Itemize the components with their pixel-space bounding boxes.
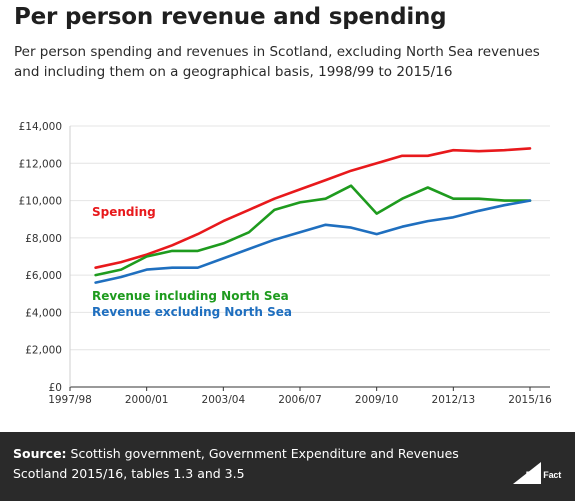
x-tick-label: 2006/07 xyxy=(278,394,322,406)
series-line-spending xyxy=(94,147,532,270)
y-tick-label: £8,000 xyxy=(25,233,62,245)
y-tick-label: £0 xyxy=(49,382,62,394)
y-tick-label: £14,000 xyxy=(19,121,62,133)
page-subtitle: Per person spending and revenues in Scot… xyxy=(14,44,540,80)
y-tick-label: £6,000 xyxy=(25,270,62,282)
series-line-revenue-including-north-sea xyxy=(94,184,532,277)
y-tick-label: £12,000 xyxy=(19,158,62,170)
x-tick-label: 2009/10 xyxy=(355,394,399,406)
footer: Source: Scottish government, Government … xyxy=(0,432,575,501)
series-line-revenue-excluding-north-sea xyxy=(94,199,532,284)
x-tick-label: 1997/98 xyxy=(48,394,92,406)
x-tick-label: 2003/04 xyxy=(202,394,246,406)
line-chart: £0 £2,000 £4,000 £6,000 £8,000 £10,000 £12,000… xyxy=(19,121,553,406)
source-note: Source: Scottish government, Government … xyxy=(13,444,503,484)
source-label: Source: xyxy=(13,446,67,461)
x-tick-label: 2012/13 xyxy=(432,394,476,406)
page-title: Per person revenue and spending xyxy=(14,4,447,30)
y-tick-label: £4,000 xyxy=(25,307,62,319)
series-label-revenue-excluding-north-sea: Revenue excluding North Sea xyxy=(92,305,292,319)
logo-text: Full Fact xyxy=(525,470,561,480)
y-tick-label: £10,000 xyxy=(19,196,62,208)
source-text: Scottish government, Government Expendit… xyxy=(13,446,459,481)
series-label-revenue-including-north-sea: Revenue including North Sea xyxy=(92,289,289,303)
full-fact-logo-icon xyxy=(513,462,541,484)
x-tick-label: 2015/16 xyxy=(508,394,552,406)
x-tick-label: 2000/01 xyxy=(125,394,169,406)
y-tick-label: £2,000 xyxy=(25,345,62,357)
series-label-spending: Spending xyxy=(92,205,156,219)
